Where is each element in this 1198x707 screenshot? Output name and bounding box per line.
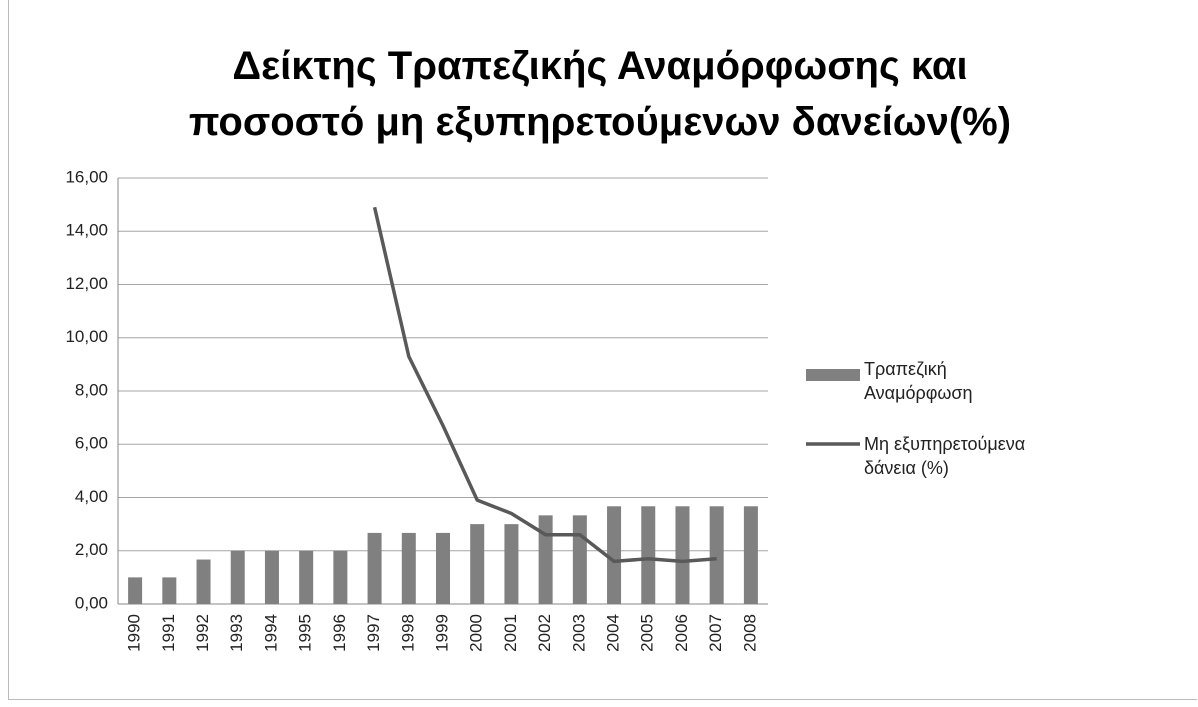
bar <box>367 532 382 604</box>
bar <box>401 532 416 604</box>
x-tick-label: 2005 <box>638 614 657 652</box>
y-tick-label: 10,00 <box>65 327 108 346</box>
bar <box>641 506 656 604</box>
bar <box>504 524 519 604</box>
bar <box>675 506 690 604</box>
bar <box>436 532 450 604</box>
x-tick-label: 2003 <box>569 614 588 652</box>
legend-label: Μη εξυπηρετούμενα δάνεια (%) <box>864 434 1026 478</box>
x-tick-label: 1990 <box>125 614 144 652</box>
x-tick-label: 2002 <box>535 614 554 652</box>
bar <box>196 559 211 604</box>
x-tick-label: 1994 <box>261 614 280 652</box>
y-tick-label: 2,00 <box>75 540 108 559</box>
bar <box>230 550 245 604</box>
x-tick-label: 2004 <box>604 614 623 652</box>
y-tick-label: 8,00 <box>75 380 108 399</box>
bar <box>709 506 724 604</box>
chart-title: Δείκτης Τραπεζικής Αναμόρφωσης και ποσοσ… <box>188 44 1012 144</box>
line <box>372 206 717 564</box>
x-tick-label: 1993 <box>227 614 246 652</box>
x-tick-label: 2008 <box>740 614 759 652</box>
bar <box>538 515 553 604</box>
x-tick-label: 2006 <box>672 614 691 652</box>
legend-swatch <box>806 369 860 381</box>
bar <box>470 524 485 604</box>
bar <box>333 550 348 604</box>
bar <box>162 577 177 604</box>
x-tick-label: 1998 <box>398 614 417 652</box>
x-tick-label: 1995 <box>296 614 315 652</box>
x-tick-label: 2000 <box>467 614 486 652</box>
y-tick-label: 12,00 <box>65 274 108 293</box>
chart-frame <box>8 0 1197 700</box>
x-tick-label: 1999 <box>432 614 451 652</box>
bar <box>128 577 143 604</box>
bar <box>743 506 758 604</box>
x-tick-label: 2007 <box>706 614 725 652</box>
legend-label: Τραπεζική Αναμόρφωση <box>864 359 973 403</box>
x-tick-label: 2001 <box>501 614 520 652</box>
y-tick-label: 14,00 <box>65 221 108 240</box>
x-tick-label: 1996 <box>330 614 349 652</box>
bar <box>264 550 279 604</box>
bar <box>607 506 622 604</box>
y-tick-label: 4,00 <box>75 487 108 506</box>
x-tick-label: 1997 <box>364 614 383 652</box>
y-tick-label: 6,00 <box>75 434 108 453</box>
bar <box>572 515 587 604</box>
x-tick-label: 1991 <box>159 614 178 652</box>
bar <box>299 550 314 604</box>
y-tick-label: 0,00 <box>75 593 108 612</box>
y-tick-label: 16,00 <box>65 167 108 186</box>
x-tick-label: 1992 <box>193 614 212 652</box>
